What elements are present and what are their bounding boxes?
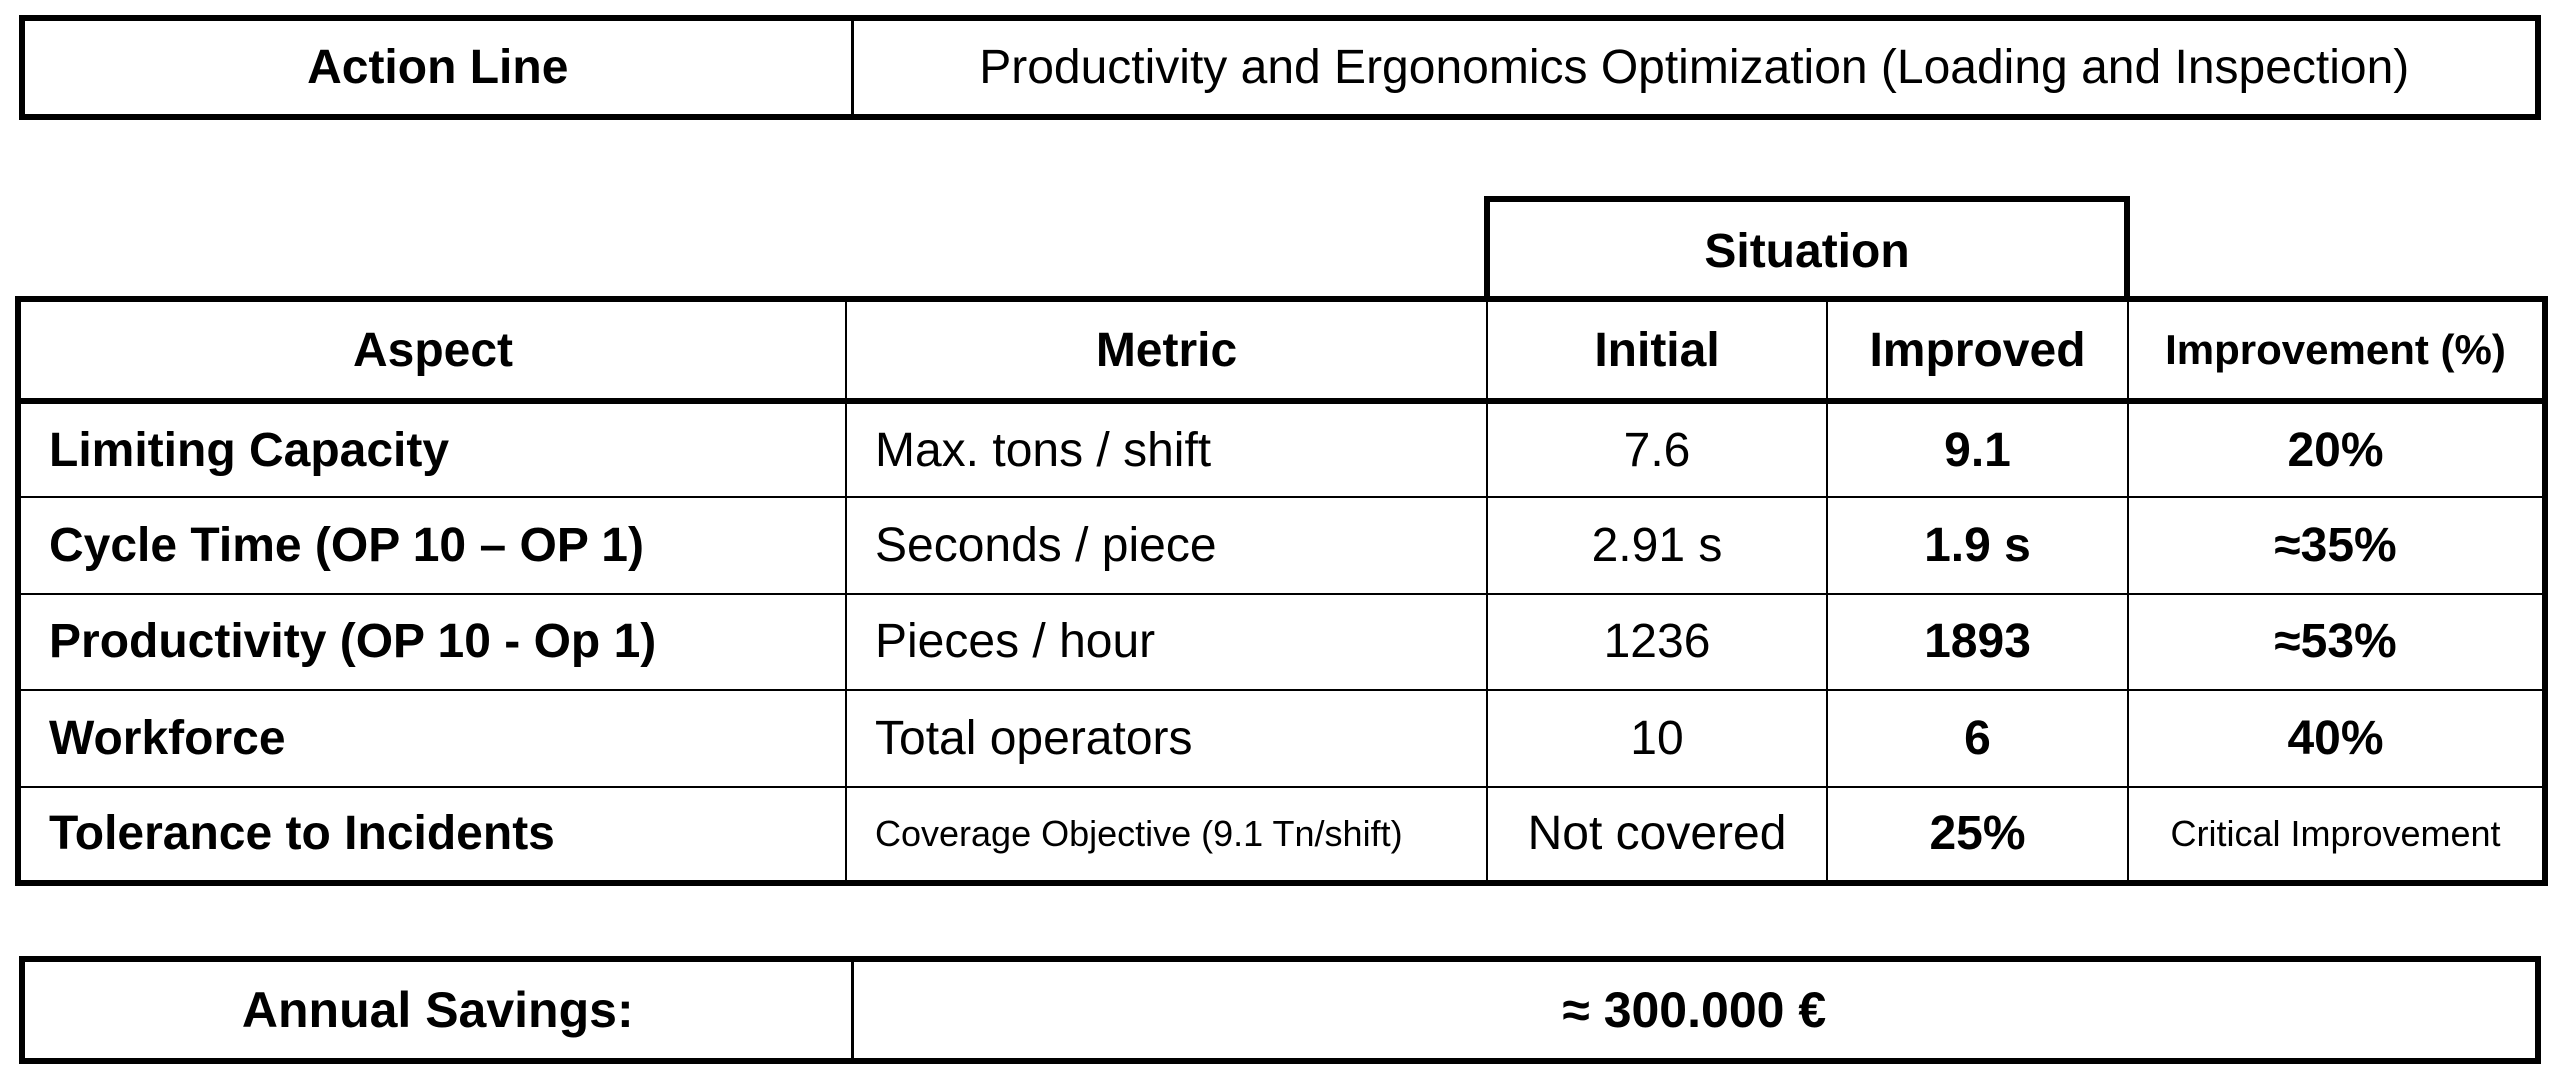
initial-cell: 7.6 [1486, 399, 1828, 499]
header-aspect: Aspect [17, 298, 847, 404]
improved-cell: 25% [1826, 785, 2129, 885]
improvement-cell: 20% [2127, 399, 2546, 499]
aspect-cell: Limiting Capacity [17, 399, 847, 499]
improved-cell: 9.1 [1826, 399, 2129, 499]
action-line-row: Action Line Productivity and Ergonomics … [20, 16, 2540, 119]
aspect-cell: Workforce [17, 689, 847, 788]
metric-cell: Coverage Objective (9.1 Tn/shift) [845, 785, 1488, 885]
initial-cell: 1236 [1486, 592, 1828, 692]
situation-group-header: Situation [1484, 196, 2130, 300]
initial-cell: 10 [1486, 689, 1828, 788]
header-metric: Metric [845, 298, 1488, 404]
improved-cell: 1893 [1826, 592, 2129, 692]
improvement-cell: 40% [2127, 689, 2546, 788]
annual-savings-value: ≈ 300.000 € [850, 957, 2540, 1063]
comparison-table: Aspect Metric Initial Improved Improveme… [15, 296, 2548, 886]
table-row: Workforce Total operators 10 6 40% [17, 689, 2546, 788]
table-row: Limiting Capacity Max. tons / shift 7.6 … [17, 399, 2546, 499]
header-row: Aspect Metric Initial Improved Improveme… [17, 298, 2546, 404]
metric-cell: Total operators [845, 689, 1488, 788]
metric-cell: Seconds / piece [845, 496, 1488, 595]
improved-cell: 6 [1826, 689, 2129, 788]
aspect-cell: Cycle Time (OP 10 – OP 1) [17, 496, 847, 595]
action-line-label: Action Line [20, 16, 854, 119]
improvement-cell: ≈53% [2127, 592, 2546, 692]
header-improvement: Improvement (%) [2127, 298, 2546, 404]
annual-savings-label: Annual Savings: [20, 957, 854, 1063]
initial-cell: 2.91 s [1486, 496, 1828, 595]
annual-savings-table: Annual Savings: ≈ 300.000 € [19, 956, 2541, 1064]
header-improved: Improved [1826, 298, 2129, 404]
metric-cell: Pieces / hour [845, 592, 1488, 692]
table-row: Tolerance to Incidents Coverage Objectiv… [17, 785, 2546, 885]
improved-cell: 1.9 s [1826, 496, 2129, 595]
metric-cell: Max. tons / shift [845, 399, 1488, 499]
improvement-cell: Critical Improvement [2127, 785, 2546, 885]
action-line-value: Productivity and Ergonomics Optimization… [850, 16, 2540, 119]
annual-savings-row: Annual Savings: ≈ 300.000 € [20, 957, 2540, 1063]
improvement-cell: ≈35% [2127, 496, 2546, 595]
table-row: Productivity (OP 10 - Op 1) Pieces / hou… [17, 592, 2546, 692]
action-line-table: Action Line Productivity and Ergonomics … [19, 15, 2541, 120]
table-row: Cycle Time (OP 10 – OP 1) Seconds / piec… [17, 496, 2546, 595]
initial-cell: Not covered [1486, 785, 1828, 885]
aspect-cell: Tolerance to Incidents [17, 785, 847, 885]
aspect-cell: Productivity (OP 10 - Op 1) [17, 592, 847, 692]
header-initial: Initial [1486, 298, 1828, 404]
